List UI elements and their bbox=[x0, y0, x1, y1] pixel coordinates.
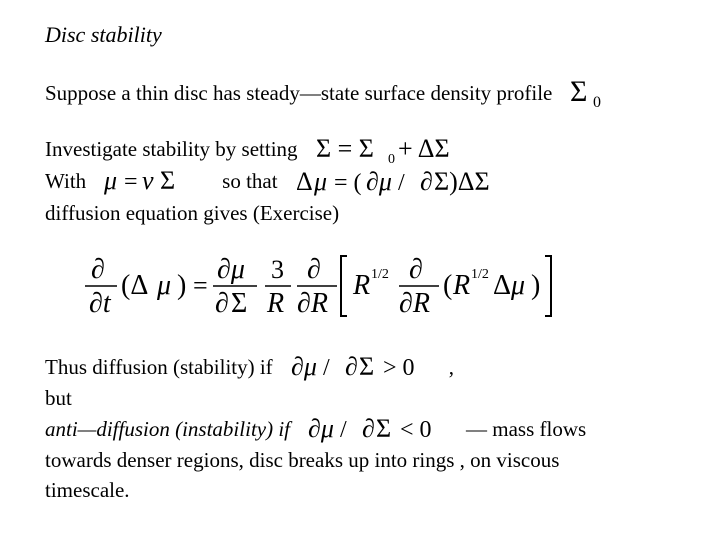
p3-l3a: anti—diffusion (instability) if bbox=[45, 414, 290, 444]
svg-text:(: ( bbox=[443, 270, 452, 301]
svg-text:Σ)ΔΣ: Σ)ΔΣ bbox=[434, 168, 490, 196]
paragraph-1: Suppose a thin disc has steady—state sur… bbox=[45, 77, 675, 109]
p3-l4: towards denser regions, disc breaks up i… bbox=[45, 448, 559, 472]
eq-mu-nu-sigma: μ = ν Σ bbox=[104, 166, 204, 197]
slide-title: Disc stability bbox=[45, 22, 675, 47]
svg-text:1/2: 1/2 bbox=[471, 267, 489, 282]
svg-text:R: R bbox=[266, 288, 284, 319]
svg-text:= (: = ( bbox=[334, 170, 362, 196]
p2-l3: diffusion equation gives (Exercise) bbox=[45, 201, 339, 225]
svg-text:∂t: ∂t bbox=[89, 288, 112, 319]
svg-text:R: R bbox=[352, 270, 370, 301]
eq-delta-mu: Δ μ = ( ∂μ / ∂ Σ)ΔΣ bbox=[296, 165, 526, 197]
svg-text:/: / bbox=[323, 355, 330, 381]
svg-text:∂: ∂ bbox=[215, 288, 229, 319]
svg-text:> 0: > 0 bbox=[383, 355, 415, 381]
svg-text:Σ = Σ: Σ = Σ bbox=[316, 135, 374, 163]
svg-text:μ: μ bbox=[510, 270, 525, 301]
svg-text:=: = bbox=[124, 169, 138, 195]
paragraph-2: Investigate stability by setting Σ = Σ 0… bbox=[45, 133, 675, 228]
eq-cond-neg: ∂μ / ∂ Σ < 0 bbox=[308, 414, 458, 445]
svg-text:0: 0 bbox=[388, 152, 395, 165]
p3-l3b: — mass flows bbox=[466, 414, 586, 444]
p2-l2b: so that bbox=[222, 166, 277, 196]
svg-text:∂R: ∂R bbox=[399, 288, 430, 319]
main-equation: ∂ ∂t (Δ μ ) = ∂μ ∂ Σ 3 R ∂ ∂R R 1/2 bbox=[85, 250, 675, 324]
svg-text:∂: ∂ bbox=[345, 355, 358, 381]
svg-text:Σ: Σ bbox=[570, 77, 587, 108]
svg-text:∂μ: ∂μ bbox=[217, 254, 245, 285]
eq-cond-pos: ∂μ / ∂ Σ > 0 bbox=[291, 352, 441, 383]
svg-text:ν: ν bbox=[142, 169, 154, 195]
svg-text:μ: μ bbox=[313, 168, 327, 196]
p3-l2: but bbox=[45, 386, 72, 410]
svg-text:Σ: Σ bbox=[359, 355, 374, 381]
svg-text:/: / bbox=[340, 417, 347, 443]
svg-text:/: / bbox=[398, 170, 405, 196]
svg-text:0: 0 bbox=[593, 94, 601, 109]
svg-text:∂: ∂ bbox=[409, 254, 423, 285]
svg-text:Δ: Δ bbox=[296, 168, 313, 196]
svg-text:+ ΔΣ: + ΔΣ bbox=[398, 135, 450, 163]
svg-text:∂: ∂ bbox=[307, 254, 321, 285]
svg-text:=: = bbox=[193, 271, 208, 300]
svg-text:R: R bbox=[452, 270, 470, 301]
p2-l2a: With bbox=[45, 166, 86, 196]
paragraph-3: Thus diffusion (stability) if ∂μ / ∂ Σ >… bbox=[45, 352, 675, 506]
slide-body: Disc stability Suppose a thin disc has s… bbox=[0, 0, 720, 526]
svg-text:1/2: 1/2 bbox=[371, 267, 389, 282]
svg-text:Δ: Δ bbox=[493, 270, 511, 301]
svg-text:μ: μ bbox=[104, 169, 117, 195]
svg-text:∂: ∂ bbox=[420, 168, 433, 196]
svg-text:∂: ∂ bbox=[91, 254, 105, 285]
sigma0-symbol: Σ 0 bbox=[570, 77, 612, 109]
svg-text:< 0: < 0 bbox=[400, 417, 432, 443]
p3-l5: timescale. bbox=[45, 478, 130, 502]
svg-text:∂μ: ∂μ bbox=[308, 417, 334, 443]
svg-text:Σ: Σ bbox=[160, 169, 175, 195]
p3-l1a: Thus diffusion (stability) if bbox=[45, 352, 273, 382]
eq-sigma-sum: Σ = Σ 0 + ΔΣ bbox=[316, 133, 476, 165]
svg-text:Σ: Σ bbox=[231, 288, 247, 319]
svg-text:∂R: ∂R bbox=[297, 288, 328, 319]
svg-text:∂μ: ∂μ bbox=[366, 168, 392, 196]
svg-text:): ) bbox=[177, 270, 186, 301]
p1-text: Suppose a thin disc has steady—state sur… bbox=[45, 81, 552, 105]
p3-comma: , bbox=[449, 352, 454, 382]
p2-l1: Investigate stability by setting bbox=[45, 134, 298, 164]
svg-text:∂μ: ∂μ bbox=[291, 355, 317, 381]
svg-text:μ: μ bbox=[156, 270, 171, 301]
svg-text:Σ: Σ bbox=[376, 417, 391, 443]
svg-text:3: 3 bbox=[271, 255, 284, 284]
svg-text:): ) bbox=[531, 270, 540, 301]
svg-text:∂: ∂ bbox=[362, 417, 375, 443]
svg-text:(Δ: (Δ bbox=[121, 270, 148, 301]
